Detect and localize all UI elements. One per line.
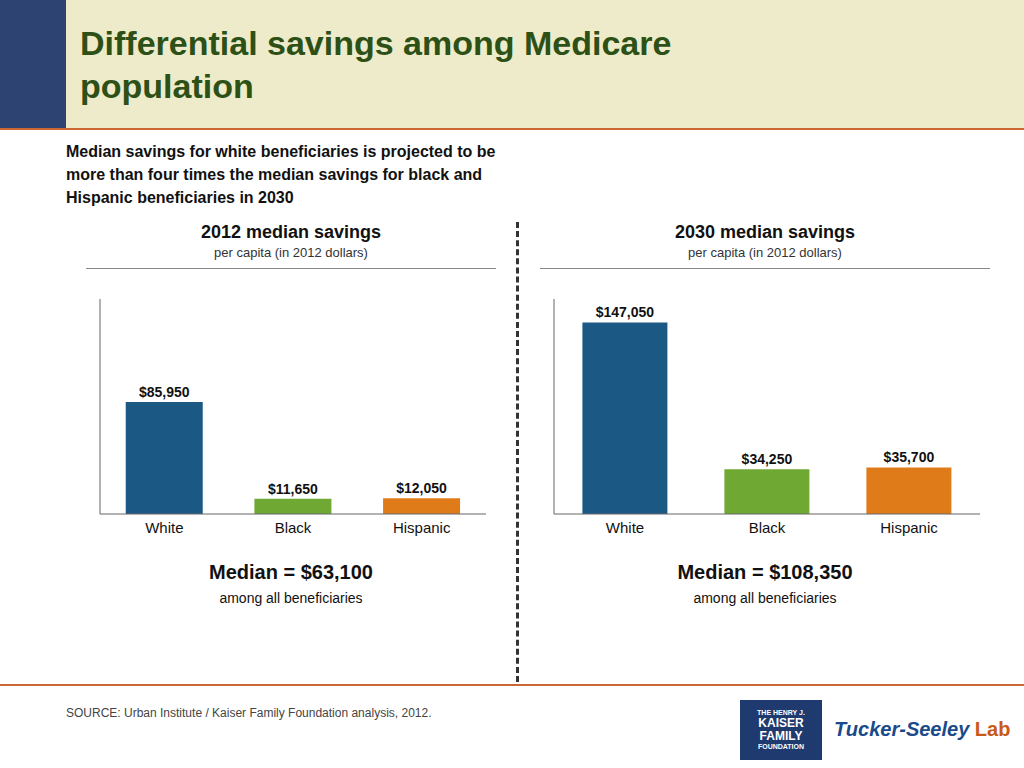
html-text:per capita (in 2012 dollars): per capita (in 2012 dollars)	[688, 245, 842, 260]
svg-text:White: White	[606, 519, 644, 536]
html-text:among all beneficiaries: among all beneficiaries	[693, 590, 837, 606]
html-text:Median savings for white benef: Median savings for white beneficiaries i…	[66, 143, 496, 207]
html-text:Tucker-Seeley Lab: Tucker-Seeley Lab	[834, 718, 1011, 740]
svg-text:White: White	[145, 519, 183, 536]
html-text:per capita (in 2012 dollars): per capita (in 2012 dollars)	[214, 245, 368, 260]
svg-text:Hispanic: Hispanic	[393, 519, 451, 536]
svg-text:Hispanic: Hispanic	[880, 519, 938, 536]
svg-text:$12,050: $12,050	[396, 480, 447, 496]
svg-text:$35,700: $35,700	[884, 449, 935, 465]
svg-text:$11,650: $11,650	[268, 481, 318, 497]
svg-text:Black: Black	[275, 519, 312, 536]
html-text:FAMILY: FAMILY	[759, 729, 803, 743]
html-text:Median = $108,350: Median = $108,350	[677, 561, 853, 583]
html-text:2030 median savings: 2030 median savings	[674, 222, 855, 242]
html-text:FOUNDATION: FOUNDATION	[757, 743, 805, 751]
html-text:among all beneficiaries: among all beneficiaries	[219, 590, 363, 606]
html-text:Differential savings among Med: Differential savings among Medicare popu…	[80, 24, 672, 105]
html-text:2012 median savings: 2012 median savings	[200, 222, 381, 242]
html-text:KAISER: KAISER	[758, 715, 804, 730]
html-text:Median = $63,100: Median = $63,100	[209, 561, 373, 583]
html-text:THE HENRY J.: THE HENRY J.	[757, 709, 805, 717]
svg-text:Black: Black	[749, 519, 786, 536]
svg-text:$85,950: $85,950	[139, 384, 190, 400]
svg-text:$34,250: $34,250	[742, 451, 793, 467]
svg-text:$147,050: $147,050	[596, 304, 655, 320]
html-text:SOURCE: Urban Institute / Kais: SOURCE: Urban Institute / Kaiser Family …	[66, 706, 432, 720]
